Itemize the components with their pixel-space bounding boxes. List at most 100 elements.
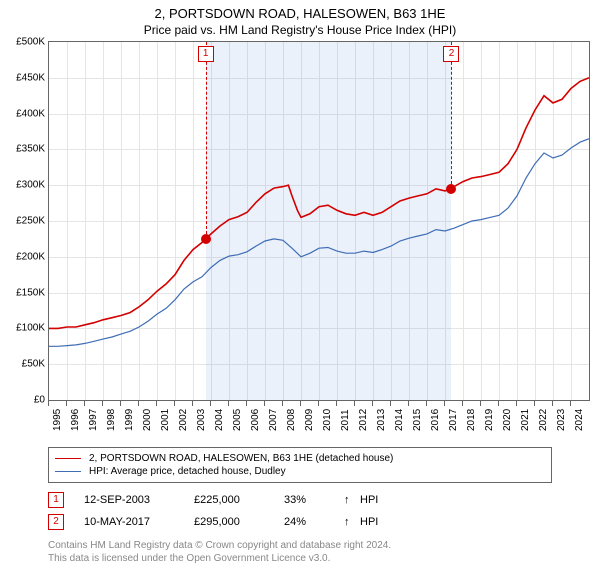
- x-tick-label: 2014: [394, 409, 405, 431]
- x-tick-label: 2009: [304, 409, 315, 431]
- x-tick-label: 2018: [466, 409, 477, 431]
- chart-plot-area: £0£50K£100K£150K£200K£250K£300K£350K£400…: [48, 41, 590, 401]
- sales-date: 10-MAY-2017: [84, 516, 194, 528]
- chart-lines-svg: [49, 42, 589, 400]
- legend-swatch: [55, 471, 81, 472]
- chart-subtitle: Price paid vs. HM Land Registry's House …: [0, 21, 600, 41]
- x-tick-label: 2002: [178, 409, 189, 431]
- sales-row: 2 10-MAY-2017 £295,000 24% ↑ HPI: [48, 511, 552, 533]
- y-tick-label: £200K: [16, 251, 45, 262]
- x-tick-label: 2021: [520, 409, 531, 431]
- x-tick-mark: [552, 401, 553, 406]
- x-tick-label: 2007: [268, 409, 279, 431]
- footer-line: This data is licensed under the Open Gov…: [48, 552, 552, 565]
- footer-line: Contains HM Land Registry data © Crown c…: [48, 539, 552, 552]
- legend-item: HPI: Average price, detached house, Dudl…: [55, 465, 545, 478]
- sales-table: 1 12-SEP-2003 £225,000 33% ↑ HPI 2 10-MA…: [48, 489, 552, 533]
- x-tick-label: 1999: [124, 409, 135, 431]
- sales-date: 12-SEP-2003: [84, 494, 194, 506]
- x-tick-label: 2012: [358, 409, 369, 431]
- y-tick-label: £400K: [16, 108, 45, 119]
- x-tick-mark: [174, 401, 175, 406]
- x-tick-label: 2017: [448, 409, 459, 431]
- x-tick-label: 2011: [340, 409, 351, 431]
- x-tick-label: 2020: [502, 409, 513, 431]
- x-tick-mark: [156, 401, 157, 406]
- sales-price: £225,000: [194, 494, 284, 506]
- marker-number-box: 2: [443, 46, 459, 62]
- x-tick-mark: [516, 401, 517, 406]
- y-tick-label: £500K: [16, 37, 45, 48]
- x-tick-mark: [390, 401, 391, 406]
- x-tick-label: 2010: [322, 409, 333, 431]
- x-tick-label: 2003: [196, 409, 207, 431]
- x-tick-label: 2024: [574, 409, 585, 431]
- y-tick-label: £450K: [16, 72, 45, 83]
- series-line: [49, 139, 589, 347]
- marker-number-box: 1: [198, 46, 214, 62]
- x-tick-label: 1997: [88, 409, 99, 431]
- x-tick-mark: [354, 401, 355, 406]
- legend-swatch: [55, 458, 81, 459]
- x-tick-mark: [300, 401, 301, 406]
- y-tick-label: £50K: [22, 359, 45, 370]
- x-tick-label: 2016: [430, 409, 441, 431]
- x-tick-mark: [228, 401, 229, 406]
- x-tick-label: 2005: [232, 409, 243, 431]
- x-tick-label: 2015: [412, 409, 423, 431]
- x-tick-label: 2008: [286, 409, 297, 431]
- x-tick-mark: [120, 401, 121, 406]
- x-tick-mark: [264, 401, 265, 406]
- sales-vs-hpi: HPI: [360, 516, 378, 528]
- y-tick-label: £150K: [16, 287, 45, 298]
- x-tick-mark: [480, 401, 481, 406]
- x-tick-label: 1995: [52, 409, 63, 431]
- chart-legend: 2, PORTSDOWN ROAD, HALESOWEN, B63 1HE (d…: [48, 447, 552, 483]
- x-tick-label: 2001: [160, 409, 171, 431]
- chart-x-axis: 1995 1996 1997 1998 1999 2000 2001 2002 2003 2004…: [48, 401, 590, 441]
- sales-price: £295,000: [194, 516, 284, 528]
- legend-label: HPI: Average price, detached house, Dudl…: [89, 466, 286, 477]
- x-tick-mark: [336, 401, 337, 406]
- arrow-up-icon: ↑: [344, 494, 360, 506]
- x-tick-mark: [498, 401, 499, 406]
- y-tick-label: £0: [34, 395, 45, 406]
- x-tick-mark: [570, 401, 571, 406]
- x-tick-mark: [462, 401, 463, 406]
- x-tick-label: 2004: [214, 409, 225, 431]
- x-tick-label: 2022: [538, 409, 549, 431]
- series-line: [49, 78, 589, 329]
- arrow-up-icon: ↑: [344, 516, 360, 528]
- x-tick-mark: [66, 401, 67, 406]
- y-tick-label: £300K: [16, 180, 45, 191]
- x-tick-mark: [318, 401, 319, 406]
- x-tick-mark: [48, 401, 49, 406]
- x-tick-label: 2006: [250, 409, 261, 431]
- x-tick-mark: [138, 401, 139, 406]
- x-tick-mark: [426, 401, 427, 406]
- sales-vs-hpi: HPI: [360, 494, 378, 506]
- y-tick-label: £100K: [16, 323, 45, 334]
- sales-row: 1 12-SEP-2003 £225,000 33% ↑ HPI: [48, 489, 552, 511]
- chart-container: 2, PORTSDOWN ROAD, HALESOWEN, B63 1HE Pr…: [0, 0, 600, 560]
- x-tick-mark: [210, 401, 211, 406]
- legend-item: 2, PORTSDOWN ROAD, HALESOWEN, B63 1HE (d…: [55, 452, 545, 465]
- x-tick-mark: [534, 401, 535, 406]
- sales-marker-box: 2: [48, 514, 64, 530]
- x-tick-label: 2000: [142, 409, 153, 431]
- chart-footer: Contains HM Land Registry data © Crown c…: [48, 539, 552, 565]
- sales-pct: 33%: [284, 494, 344, 506]
- y-tick-label: £350K: [16, 144, 45, 155]
- legend-label: 2, PORTSDOWN ROAD, HALESOWEN, B63 1HE (d…: [89, 453, 393, 464]
- x-tick-label: 1996: [70, 409, 81, 431]
- x-tick-mark: [444, 401, 445, 406]
- x-tick-mark: [372, 401, 373, 406]
- x-tick-mark: [192, 401, 193, 406]
- sales-marker-box: 1: [48, 492, 64, 508]
- x-tick-label: 1998: [106, 409, 117, 431]
- marker-dot: [201, 234, 211, 244]
- x-tick-label: 2013: [376, 409, 387, 431]
- x-tick-label: 2023: [556, 409, 567, 431]
- x-tick-mark: [84, 401, 85, 406]
- x-tick-mark: [408, 401, 409, 406]
